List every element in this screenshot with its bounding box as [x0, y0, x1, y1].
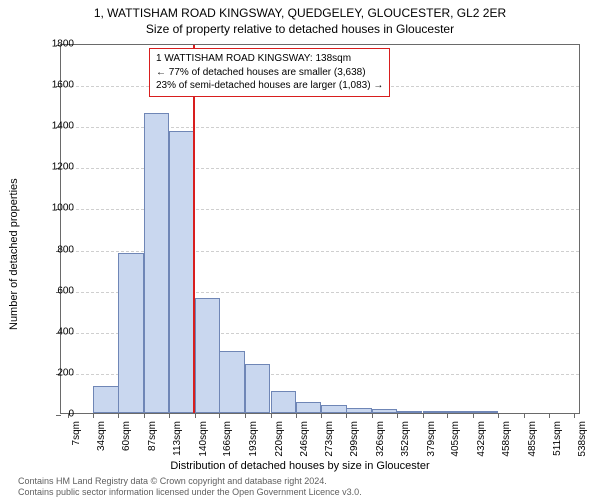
grid-line: [61, 209, 579, 210]
marker-line: [193, 45, 195, 413]
histogram-bar: [169, 131, 194, 413]
y-tick-label: 800: [34, 244, 74, 255]
x-tick-label: 34sqm: [96, 421, 107, 451]
x-tick-mark: [118, 413, 119, 418]
legend-line-3: 23% of semi-detached houses are larger (…: [156, 79, 383, 93]
y-tick-label: 1000: [34, 203, 74, 214]
histogram-bar: [423, 411, 448, 413]
x-tick-label: 220sqm: [274, 421, 285, 457]
x-tick-label: 405sqm: [450, 421, 461, 457]
x-tick-mark: [498, 413, 499, 418]
x-tick-label: 511sqm: [552, 421, 563, 456]
footnote: Contains HM Land Registry data © Crown c…: [0, 476, 600, 498]
histogram-bar: [473, 411, 498, 413]
y-tick-label: 400: [34, 326, 74, 337]
plot-area: 7sqm34sqm60sqm87sqm113sqm140sqm166sqm193…: [60, 44, 580, 414]
plot-rect: 7sqm34sqm60sqm87sqm113sqm140sqm166sqm193…: [60, 44, 580, 414]
grid-line: [61, 251, 579, 252]
histogram-bar: [346, 408, 371, 413]
y-tick-label: 1200: [34, 162, 74, 173]
x-axis-label: Distribution of detached houses by size …: [0, 460, 600, 472]
footnote-line-2: Contains public sector information licen…: [18, 487, 600, 498]
x-tick-mark: [397, 413, 398, 418]
x-tick-label: 326sqm: [375, 421, 386, 457]
x-tick-label: 432sqm: [476, 421, 487, 457]
x-tick-mark: [423, 413, 424, 418]
x-tick-label: 7sqm: [71, 421, 82, 445]
x-tick-mark: [447, 413, 448, 418]
y-tick-label: 0: [34, 409, 74, 420]
x-tick-label: 87sqm: [147, 421, 158, 451]
x-tick-mark: [549, 413, 550, 418]
histogram-bar: [144, 113, 169, 413]
y-axis-label: Number of detached properties: [8, 178, 20, 330]
legend-line-2: ← 77% of detached houses are smaller (3,…: [156, 66, 383, 80]
x-tick-mark: [574, 413, 575, 418]
x-tick-label: 538sqm: [577, 421, 588, 457]
histogram-bar: [118, 253, 143, 413]
x-tick-label: 113sqm: [172, 421, 183, 456]
histogram-bar: [93, 386, 118, 413]
x-tick-label: 273sqm: [324, 421, 335, 457]
histogram-bar: [219, 351, 244, 413]
legend-box: 1 WATTISHAM ROAD KINGSWAY: 138sqm← 77% o…: [149, 48, 390, 97]
x-tick-mark: [473, 413, 474, 418]
histogram-bar: [195, 298, 220, 413]
y-tick-label: 600: [34, 285, 74, 296]
histogram-bar: [271, 391, 296, 413]
x-tick-mark: [271, 413, 272, 418]
x-tick-mark: [219, 413, 220, 418]
footnote-line-1: Contains HM Land Registry data © Crown c…: [18, 476, 600, 487]
grid-line: [61, 127, 579, 128]
x-tick-label: 299sqm: [349, 421, 360, 457]
x-tick-mark: [321, 413, 322, 418]
y-tick-label: 1800: [34, 39, 74, 50]
histogram-bar: [245, 364, 270, 413]
grid-line: [61, 168, 579, 169]
x-tick-label: 166sqm: [222, 421, 233, 457]
chart-container: 1, WATTISHAM ROAD KINGSWAY, QUEDGELEY, G…: [0, 0, 600, 500]
histogram-bar: [372, 409, 397, 413]
x-tick-label: 140sqm: [198, 421, 209, 457]
x-tick-label: 60sqm: [121, 421, 132, 451]
x-tick-label: 485sqm: [527, 421, 538, 457]
y-tick-label: 200: [34, 367, 74, 378]
x-tick-mark: [245, 413, 246, 418]
x-tick-mark: [195, 413, 196, 418]
x-tick-mark: [169, 413, 170, 418]
x-tick-label: 193sqm: [248, 421, 259, 457]
histogram-bar: [397, 411, 422, 413]
x-tick-mark: [524, 413, 525, 418]
title-line-2: Size of property relative to detached ho…: [0, 20, 600, 36]
histogram-bar: [296, 402, 321, 413]
x-tick-mark: [93, 413, 94, 418]
x-tick-label: 379sqm: [426, 421, 437, 457]
histogram-bar: [321, 405, 346, 413]
x-tick-label: 352sqm: [400, 421, 411, 457]
x-tick-mark: [144, 413, 145, 418]
histogram-bar: [447, 411, 472, 413]
x-tick-mark: [372, 413, 373, 418]
x-tick-mark: [296, 413, 297, 418]
legend-line-1: 1 WATTISHAM ROAD KINGSWAY: 138sqm: [156, 52, 383, 66]
y-tick-label: 1400: [34, 121, 74, 132]
x-tick-label: 458sqm: [501, 421, 512, 457]
x-tick-mark: [346, 413, 347, 418]
x-tick-label: 246sqm: [299, 421, 310, 457]
y-tick-label: 1600: [34, 80, 74, 91]
title-line-1: 1, WATTISHAM ROAD KINGSWAY, QUEDGELEY, G…: [0, 0, 600, 20]
